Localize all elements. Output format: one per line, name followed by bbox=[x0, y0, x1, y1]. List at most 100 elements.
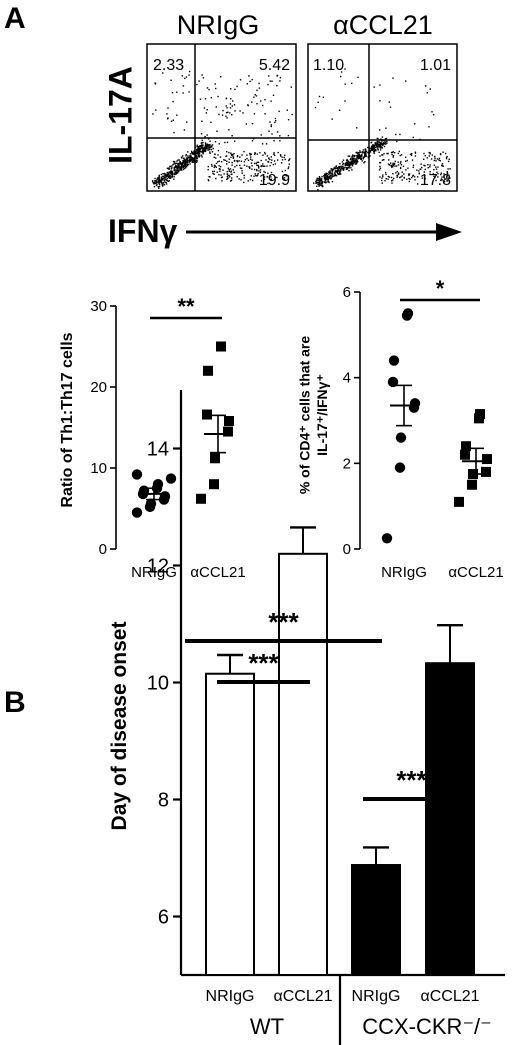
flow-event-dot bbox=[381, 140, 384, 142]
data-point-square bbox=[209, 479, 219, 490]
flow-event-dot bbox=[334, 170, 336, 173]
flow-event-dot bbox=[168, 180, 170, 182]
flow-event-dot bbox=[334, 170, 337, 172]
flow-event-dot bbox=[405, 156, 407, 158]
flow-event-dot bbox=[371, 149, 373, 151]
flow-event-dot bbox=[373, 147, 375, 149]
flow-event-dot bbox=[288, 163, 290, 165]
flow-event-dot bbox=[288, 159, 290, 162]
flow-event-dot bbox=[260, 134, 262, 136]
flow-event-dot bbox=[337, 169, 339, 172]
flow-event-dot bbox=[429, 152, 431, 154]
flow-event-dot bbox=[414, 152, 417, 154]
flow-event-dot bbox=[178, 159, 181, 161]
flow-event-dot bbox=[223, 173, 225, 175]
flow-event-dot bbox=[217, 154, 219, 156]
flow-event-dot bbox=[410, 154, 413, 156]
flow-event-dot bbox=[380, 138, 382, 140]
flow-event-dot bbox=[265, 143, 268, 145]
flow-event-dot bbox=[207, 149, 209, 151]
flow-event-dot bbox=[267, 83, 269, 86]
flow-event-dot bbox=[232, 155, 234, 157]
flow-event-dot bbox=[341, 161, 344, 163]
flow-quadrant-ul-accl21: 1.10 bbox=[313, 57, 344, 74]
flow-event-dot bbox=[388, 176, 391, 178]
flow-event-dot bbox=[197, 155, 199, 158]
flow-event-dot bbox=[409, 153, 412, 155]
flow-event-dot bbox=[163, 184, 166, 186]
flow-event-dot bbox=[188, 74, 190, 76]
flow-event-dot bbox=[414, 123, 416, 125]
flow-event-dot bbox=[236, 164, 238, 167]
flow-event-dot bbox=[215, 162, 218, 165]
flow-event-dot bbox=[218, 174, 220, 176]
flow-event-dot bbox=[253, 168, 256, 171]
flow-event-dot bbox=[164, 174, 167, 177]
flow-event-dot bbox=[411, 153, 413, 155]
flow-event-dot bbox=[322, 96, 325, 98]
flow-event-dot bbox=[207, 165, 209, 168]
flow-event-dot bbox=[364, 150, 366, 153]
flow-event-dot bbox=[365, 150, 368, 153]
flow-event-dot bbox=[335, 175, 338, 177]
flow-event-dot bbox=[358, 152, 360, 154]
flow-event-dot bbox=[364, 148, 366, 150]
flow-event-dot bbox=[210, 148, 213, 151]
flow-event-dot bbox=[180, 164, 183, 167]
flow-event-dot bbox=[270, 156, 272, 158]
flow-event-dot bbox=[201, 145, 204, 147]
flow-event-dot bbox=[324, 177, 327, 179]
flow-event-dot bbox=[429, 171, 431, 173]
flow-event-dot bbox=[182, 85, 185, 87]
flow-event-dot bbox=[161, 177, 164, 180]
flow-event-dot bbox=[323, 176, 326, 178]
flow-event-dot bbox=[441, 176, 443, 178]
flow-event-dot bbox=[206, 134, 208, 136]
flow-event-dot bbox=[360, 156, 362, 158]
flow-event-dot bbox=[225, 155, 227, 158]
flow-event-dot bbox=[283, 177, 286, 179]
flow-event-dot bbox=[166, 113, 168, 115]
flow-event-dot bbox=[204, 98, 207, 100]
flow-event-dot bbox=[376, 145, 379, 147]
flow-event-dot bbox=[169, 171, 171, 173]
flow-event-dot bbox=[253, 113, 256, 115]
data-point-square bbox=[481, 466, 491, 477]
flow-event-dot bbox=[399, 176, 401, 179]
flow-event-dot bbox=[234, 140, 236, 142]
flow-event-dot bbox=[276, 131, 279, 133]
flow-event-dot bbox=[176, 169, 179, 171]
flow-event-dot bbox=[443, 176, 445, 178]
flow-event-dot bbox=[227, 167, 229, 169]
flow-event-dot bbox=[368, 153, 370, 155]
flow-event-dot bbox=[179, 167, 181, 170]
flow-event-dot bbox=[253, 96, 255, 98]
flow-event-dot bbox=[369, 151, 372, 153]
flow-event-dot bbox=[380, 146, 382, 148]
flow-event-dot bbox=[184, 166, 187, 169]
flow-quadrant-lr-nrigg: 19.9 bbox=[259, 172, 290, 189]
group-label-ccx-ckr: CCX-CKR⁻/⁻ bbox=[362, 1014, 492, 1039]
flow-event-dot bbox=[195, 151, 197, 153]
flow-event-dot bbox=[243, 150, 245, 153]
flow-event-dot bbox=[284, 174, 286, 176]
flow-event-dot bbox=[188, 91, 190, 93]
flow-event-dot bbox=[367, 156, 369, 158]
flow-event-dot bbox=[228, 161, 230, 163]
flow-event-dot bbox=[374, 142, 376, 144]
flow-event-dot bbox=[343, 168, 345, 170]
flow-event-dot bbox=[414, 179, 416, 181]
flow-event-dot bbox=[257, 161, 260, 163]
flow-event-dot bbox=[393, 163, 396, 165]
flow-event-dot bbox=[320, 184, 323, 186]
flow-event-dot bbox=[437, 176, 439, 178]
flow-event-dot bbox=[194, 159, 196, 161]
flow-event-dot bbox=[220, 161, 223, 163]
flow-event-dot bbox=[287, 175, 290, 177]
flow-event-dot bbox=[206, 146, 208, 149]
flow-event-dot bbox=[429, 164, 431, 166]
flow-event-dot bbox=[220, 174, 222, 176]
flow-event-dot bbox=[443, 173, 445, 175]
flow-event-dot bbox=[365, 152, 367, 154]
flow-event-dot bbox=[251, 123, 254, 125]
